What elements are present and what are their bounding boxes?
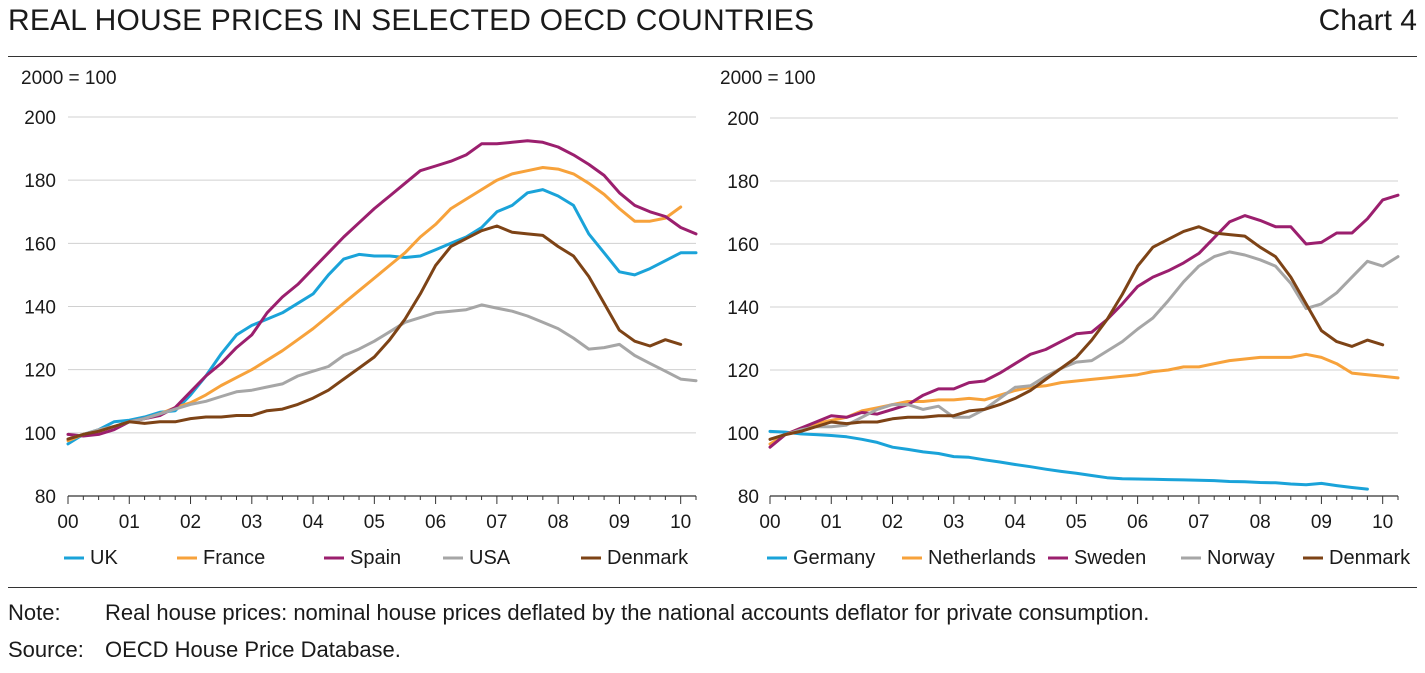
legend-label: Spain (350, 547, 401, 569)
x-tick-label: 05 (1066, 512, 1087, 533)
note-text: Real house prices: nominal house prices … (105, 600, 1150, 625)
x-tick-label: 08 (1250, 512, 1271, 533)
legend-label: Netherlands (928, 547, 1036, 569)
series-line-norway (768, 250, 1400, 441)
series-line-netherlands (768, 352, 1400, 446)
x-tick-label: 01 (821, 512, 842, 533)
legend-label: UK (90, 547, 118, 569)
chart-title: REAL HOUSE PRICES IN SELECTED OECD COUNT… (8, 4, 815, 37)
y-tick-label: 160 (24, 234, 56, 255)
legend-label: Norway (1207, 547, 1275, 569)
x-tick-label: 06 (1127, 512, 1148, 533)
legend-label: France (203, 547, 265, 569)
x-tick-label: 06 (425, 512, 446, 533)
x-tick-label: 07 (1188, 512, 1209, 533)
note-line: Note: Real house prices: nominal house pr… (8, 600, 1149, 626)
series-line-germany (768, 429, 1369, 491)
series-line-uk (66, 188, 698, 446)
y-tick-label: 80 (35, 487, 56, 508)
legend-label: Denmark (607, 547, 689, 569)
y-tick-label: 100 (727, 424, 759, 445)
x-tick-label: 04 (1005, 512, 1027, 533)
y-tick-label: 180 (727, 172, 759, 193)
x-tick-label: 00 (57, 512, 78, 533)
y-tick-label: 140 (24, 298, 56, 319)
chart-number: Chart 4 (1318, 4, 1417, 37)
bottom-rule (8, 587, 1417, 588)
y-unit-label: 2000 = 100 (21, 68, 117, 89)
y-unit-label: 2000 = 100 (720, 68, 816, 89)
series-line-denmark (66, 224, 683, 441)
x-tick-label: 09 (609, 512, 630, 533)
x-tick-label: 08 (548, 512, 569, 533)
x-tick-label: 02 (882, 512, 903, 533)
y-tick-label: 180 (24, 171, 56, 192)
source-text: OECD House Price Database. (105, 637, 401, 662)
legend-label: USA (469, 547, 511, 569)
y-tick-label: 140 (727, 298, 759, 319)
x-tick-label: 03 (241, 512, 262, 533)
legend-label: Sweden (1074, 547, 1146, 569)
x-tick-label: 00 (759, 512, 780, 533)
series-line-sweden (768, 193, 1400, 449)
legend-label: Germany (793, 547, 875, 569)
chart-right: 2000 = 100 80 100 120 140 160 180 200 00 01 02 03 04… (720, 68, 1411, 569)
note-label: Note: (8, 600, 61, 625)
x-tick-label: 10 (670, 512, 691, 533)
x-tick-label: 01 (119, 512, 140, 533)
x-tick-label: 03 (943, 512, 964, 533)
series-line-usa (66, 303, 698, 441)
y-tick-label: 100 (24, 424, 56, 445)
x-tick-label: 07 (486, 512, 507, 533)
y-tick-label: 160 (727, 235, 759, 256)
y-tick-label: 200 (24, 108, 56, 129)
legend-label: Denmark (1329, 547, 1411, 569)
top-rule (8, 56, 1417, 57)
series-line-spain (66, 139, 698, 438)
series-line-denmark (768, 225, 1385, 441)
y-tick-label: 120 (24, 361, 56, 382)
x-tick-label: 10 (1372, 512, 1393, 533)
x-tick-label: 05 (364, 512, 385, 533)
x-tick-label: 09 (1311, 512, 1332, 533)
x-tick-label: 02 (180, 512, 201, 533)
source-label: Source: (8, 637, 84, 662)
chart-left: 2000 = 100 80 100 120 140 160 180 200 00 01 02 03 04… (21, 68, 698, 569)
x-tick-label: 04 (303, 512, 325, 533)
y-tick-label: 120 (727, 361, 759, 382)
y-tick-label: 80 (738, 487, 759, 508)
source-line: Source: OECD House Price Database. (8, 637, 401, 663)
y-tick-label: 200 (727, 109, 759, 130)
